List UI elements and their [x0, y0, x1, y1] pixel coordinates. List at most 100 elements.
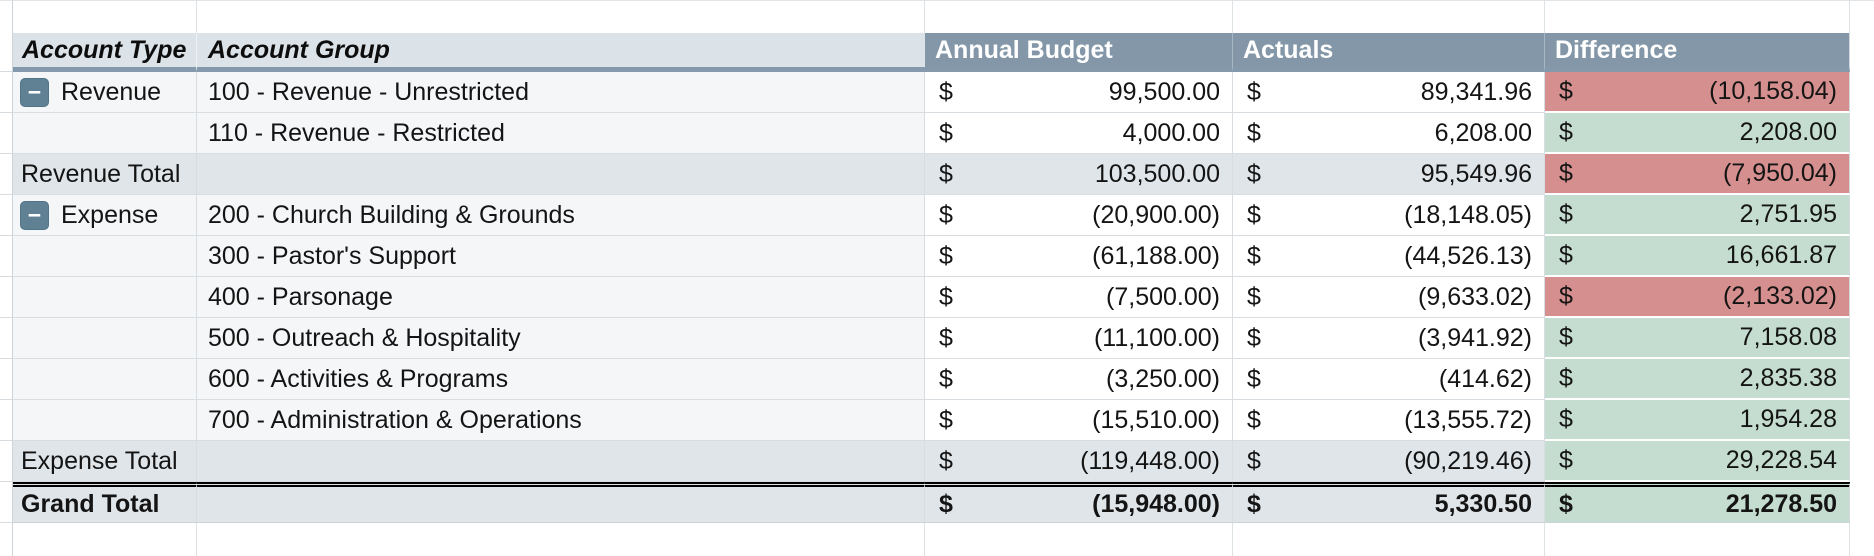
difference-cell[interactable]: $ (7,950.04): [1545, 154, 1850, 195]
currency-symbol: $: [939, 77, 953, 106]
account-group-cell[interactable]: [197, 441, 925, 482]
account-type-cell[interactable]: Grand Total: [13, 482, 197, 523]
currency-symbol: $: [939, 159, 953, 188]
left-gutter-cell: [0, 33, 13, 72]
difference-cell[interactable]: $2,208.00: [1545, 113, 1850, 154]
left-gutter-cell: [0, 523, 13, 556]
actuals-cell[interactable]: $ (90,219.46): [1233, 441, 1545, 482]
account-type-cell[interactable]: − Expense: [13, 195, 197, 236]
account-group-cell[interactable]: 110 - Revenue - Restricted: [197, 113, 925, 154]
account-type-label: Revenue Total: [21, 159, 181, 188]
annual-budget-cell[interactable]: $4,000.00: [925, 113, 1233, 154]
account-type-cell[interactable]: [13, 236, 197, 277]
difference-cell[interactable]: $7,158.08: [1545, 318, 1850, 359]
difference-cell[interactable]: $2,751.95: [1545, 195, 1850, 236]
right-gutter-cell: [1850, 277, 1874, 318]
collapse-button minus-icon[interactable]: −: [20, 200, 49, 230]
account-type-cell[interactable]: [13, 277, 197, 318]
currency-symbol: $: [1247, 364, 1261, 393]
difference-cell[interactable]: $ (10,158.04): [1545, 72, 1850, 113]
difference-cell[interactable]: $29,228.54: [1545, 441, 1850, 482]
account-group-cell[interactable]: 700 - Administration & Operations: [197, 400, 925, 441]
currency-symbol: $: [1559, 159, 1573, 187]
account-group-cell[interactable]: 100 - Revenue - Unrestricted: [197, 72, 925, 113]
account-group-cell[interactable]: 400 - Parsonage: [197, 277, 925, 318]
actuals-cell[interactable]: $ (44,526.13): [1233, 236, 1545, 277]
account-group-cell[interactable]: 300 - Pastor's Support: [197, 236, 925, 277]
right-gutter-cell: [1850, 33, 1874, 72]
empty-cell[interactable]: [1233, 523, 1545, 556]
currency-symbol: $: [939, 241, 953, 270]
currency-symbol: $: [1247, 118, 1261, 147]
currency-symbol: $: [939, 323, 953, 352]
empty-cell[interactable]: [1233, 0, 1545, 33]
currency-symbol: $: [939, 282, 953, 311]
difference-cell[interactable]: $2,835.38: [1545, 359, 1850, 400]
annual-budget-cell[interactable]: $ (3,250.00): [925, 359, 1233, 400]
annual-budget-cell[interactable]: $99,500.00: [925, 72, 1233, 113]
left-gutter-cell: [0, 277, 13, 318]
account-group-cell[interactable]: 600 - Activities & Programs: [197, 359, 925, 400]
collapse-button minus-icon[interactable]: −: [20, 77, 49, 107]
annual-budget-cell[interactable]: $ (15,948.00): [925, 482, 1233, 523]
left-gutter-cell: [0, 318, 13, 359]
annual-budget-value: 103,500.00: [1094, 159, 1220, 188]
actuals-cell[interactable]: $95,549.96: [1233, 154, 1545, 195]
left-gutter-cell: [0, 72, 13, 113]
left-gutter-cell: [0, 0, 13, 33]
empty-cell[interactable]: [1545, 0, 1850, 33]
annual-budget-cell[interactable]: $103,500.00: [925, 154, 1233, 195]
annual-budget-cell[interactable]: $ (61,188.00): [925, 236, 1233, 277]
actuals-cell[interactable]: $89,341.96: [1233, 72, 1545, 113]
actuals-cell[interactable]: $ (18,148.05): [1233, 195, 1545, 236]
account-group-cell[interactable]: [197, 482, 925, 523]
account-type-label: Expense: [61, 200, 159, 229]
difference-cell[interactable]: $ (2,133.02): [1545, 277, 1850, 318]
account-group-label: 500 - Outreach & Hospitality: [208, 323, 521, 352]
difference-cell[interactable]: $16,661.87: [1545, 236, 1850, 277]
annual-budget-cell[interactable]: $ (20,900.00): [925, 195, 1233, 236]
difference-cell[interactable]: $21,278.50: [1545, 482, 1850, 523]
actuals-value: (44,526.13): [1404, 241, 1532, 270]
annual-budget-cell[interactable]: $ (7,500.00): [925, 277, 1233, 318]
account-type-cell[interactable]: [13, 400, 197, 441]
empty-cell[interactable]: [1545, 523, 1850, 556]
annual-budget-value: (20,900.00): [1092, 200, 1220, 229]
account-group-cell[interactable]: 500 - Outreach & Hospitality: [197, 318, 925, 359]
actuals-cell[interactable]: $6,208.00: [1233, 113, 1545, 154]
actuals-cell[interactable]: $ (9,633.02): [1233, 277, 1545, 318]
account-type-cell[interactable]: [13, 359, 197, 400]
header-difference[interactable]: Difference: [1545, 33, 1850, 72]
right-gutter-cell: [1850, 236, 1874, 277]
account-type-cell[interactable]: [13, 318, 197, 359]
header-annual-budget[interactable]: Annual Budget: [925, 33, 1233, 72]
right-gutter-cell: [1850, 359, 1874, 400]
empty-cell[interactable]: [197, 523, 925, 556]
annual-budget-cell[interactable]: $ (11,100.00): [925, 318, 1233, 359]
account-type-cell[interactable]: − Revenue: [13, 72, 197, 113]
header-account-group[interactable]: Account Group: [197, 33, 925, 72]
annual-budget-cell[interactable]: $ (119,448.00): [925, 441, 1233, 482]
annual-budget-cell[interactable]: $ (15,510.00): [925, 400, 1233, 441]
account-group-cell[interactable]: [197, 154, 925, 195]
difference-cell[interactable]: $1,954.28: [1545, 400, 1850, 441]
currency-symbol: $: [1247, 159, 1261, 188]
account-type-cell[interactable]: [13, 113, 197, 154]
account-group-cell[interactable]: 200 - Church Building & Grounds: [197, 195, 925, 236]
account-type-cell[interactable]: Expense Total: [13, 441, 197, 482]
empty-cell[interactable]: [197, 0, 925, 33]
actuals-cell[interactable]: $ (13,555.72): [1233, 400, 1545, 441]
actuals-cell[interactable]: $ (3,941.92): [1233, 318, 1545, 359]
left-gutter-cell: [0, 195, 13, 236]
account-type-cell[interactable]: Revenue Total: [13, 154, 197, 195]
empty-cell[interactable]: [13, 0, 197, 33]
actuals-cell[interactable]: $5,330.50: [1233, 482, 1545, 523]
header-annual-budget-label: Annual Budget: [935, 35, 1113, 64]
actuals-cell[interactable]: $ (414.62): [1233, 359, 1545, 400]
header-account-type[interactable]: Account Type: [13, 33, 197, 72]
empty-cell[interactable]: [13, 523, 197, 556]
actuals-value: 89,341.96: [1420, 77, 1532, 106]
empty-cell[interactable]: [925, 523, 1233, 556]
empty-cell[interactable]: [925, 0, 1233, 33]
header-actuals[interactable]: Actuals: [1233, 33, 1545, 72]
